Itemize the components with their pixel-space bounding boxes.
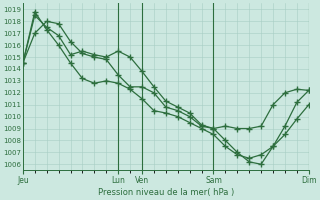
X-axis label: Pression niveau de la mer( hPa ): Pression niveau de la mer( hPa ) [98, 188, 234, 197]
